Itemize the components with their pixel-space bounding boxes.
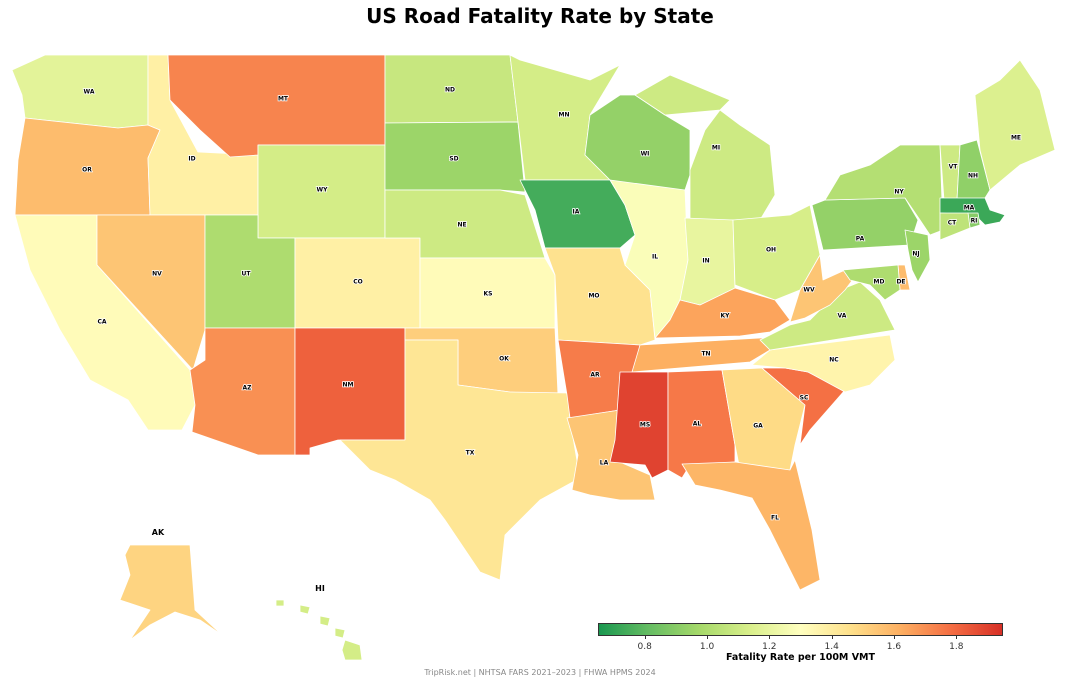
colorbar-tick-mark: [893, 636, 895, 639]
state-label-ut: UT: [242, 271, 252, 278]
state-fl: [681, 459, 821, 591]
state-label-oh: OH: [766, 247, 776, 254]
colorbar-label: Fatality Rate per 100M VMT: [726, 652, 875, 663]
state-label-in: IN: [702, 258, 709, 265]
state-label-md: MD: [874, 279, 885, 286]
state-label-wa: WA: [84, 89, 95, 96]
state-mt: [167, 54, 386, 158]
state-hi: [341, 639, 363, 661]
state-label-id: ID: [188, 156, 195, 163]
colorbar-tick-label: 1.0: [699, 642, 715, 652]
state-label-ga: GA: [753, 423, 763, 430]
colorbar: [598, 623, 1003, 636]
state-label-wv: WV: [803, 287, 815, 294]
state-label-mn: MN: [559, 112, 570, 119]
state-wa: [11, 54, 149, 129]
state-label-or: OR: [82, 167, 92, 174]
state-nj: [904, 229, 931, 283]
state-label-ct: CT: [948, 220, 957, 227]
colorbar-tick-label: 0.8: [637, 642, 652, 652]
state-label-nd: ND: [445, 87, 455, 94]
state-label-wy: WY: [317, 187, 329, 194]
state-label-sc: SC: [800, 395, 809, 402]
inset-label-hi: HI: [315, 584, 325, 593]
state-label-mi: MI: [712, 145, 720, 152]
state-ks: [419, 257, 556, 331]
colorbar-tick-mark: [831, 636, 833, 639]
state-label-la: LA: [600, 460, 609, 467]
state-label-ms: MS: [640, 422, 650, 429]
colorbar-tick-mark: [707, 636, 709, 639]
state-label-ks: KS: [484, 291, 493, 298]
state-mo: [544, 247, 656, 346]
state-nv: [96, 214, 206, 371]
state-sd: [384, 121, 526, 193]
state-tx: [339, 339, 581, 581]
colorbar-tick-label: 1.2: [762, 642, 777, 652]
state-ct: [939, 212, 971, 241]
colorbar-tick-mark: [644, 636, 646, 639]
state-label-ca: CA: [97, 319, 106, 326]
state-ny: [824, 144, 944, 236]
chart-title: US Road Fatality Rate by State: [366, 4, 714, 28]
state-me: [974, 59, 1056, 191]
state-ak: [119, 544, 223, 641]
state-label-tn: TN: [701, 351, 710, 358]
state-hi: [275, 599, 285, 607]
colorbar-tick-label: 1.8: [949, 642, 964, 652]
state-label-ne: NE: [457, 222, 466, 229]
state-label-de: DE: [896, 279, 905, 286]
state-label-me: ME: [1011, 135, 1021, 142]
state-hi: [319, 615, 331, 627]
state-label-il: IL: [652, 254, 658, 261]
state-label-ia: IA: [573, 209, 580, 216]
state-hi: [299, 604, 311, 615]
state-label-vt: VT: [949, 164, 959, 171]
state-label-fl: FL: [771, 515, 779, 522]
state-label-nj: NJ: [912, 251, 919, 258]
inset-label-ak: AK: [152, 528, 165, 537]
state-label-ny: NY: [894, 189, 904, 196]
state-label-ok: OK: [499, 356, 509, 363]
state-label-al: AL: [693, 421, 702, 428]
state-mi: [634, 74, 731, 116]
state-nm: [294, 327, 406, 456]
state-pa: [811, 197, 919, 251]
colorbar-tick-mark: [769, 636, 771, 639]
colorbar-tick-mark: [956, 636, 958, 639]
state-label-mo: MO: [588, 293, 599, 300]
colorbar-tick-label: 1.4: [824, 642, 839, 652]
state-label-pa: PA: [856, 236, 865, 243]
footer-source: TripRisk.net | NHTSA FARS 2021–2023 | FH…: [424, 668, 656, 677]
state-md: [842, 264, 901, 301]
state-label-mt: MT: [278, 96, 289, 103]
state-label-nh: NH: [968, 173, 978, 180]
state-hi: [334, 627, 346, 639]
state-label-az: AZ: [243, 385, 253, 392]
state-label-ri: RI: [971, 218, 978, 225]
state-label-ma: MA: [964, 205, 975, 212]
state-az: [189, 327, 296, 456]
state-mi: [689, 109, 776, 221]
state-nc: [751, 334, 896, 393]
colorbar-tick-label: 1.6: [886, 642, 902, 652]
state-ky: [654, 287, 791, 339]
state-label-va: VA: [838, 313, 847, 320]
state-label-nc: NC: [829, 357, 839, 364]
state-label-sd: SD: [449, 156, 458, 163]
state-label-wi: WI: [641, 151, 650, 158]
state-label-tx: TX: [466, 450, 475, 457]
state-label-nm: NM: [343, 382, 354, 389]
state-label-co: CO: [353, 279, 363, 286]
state-label-ar: AR: [590, 372, 600, 379]
state-label-nv: NV: [152, 271, 162, 278]
state-label-ky: KY: [721, 313, 731, 320]
state-vt: [939, 144, 961, 201]
